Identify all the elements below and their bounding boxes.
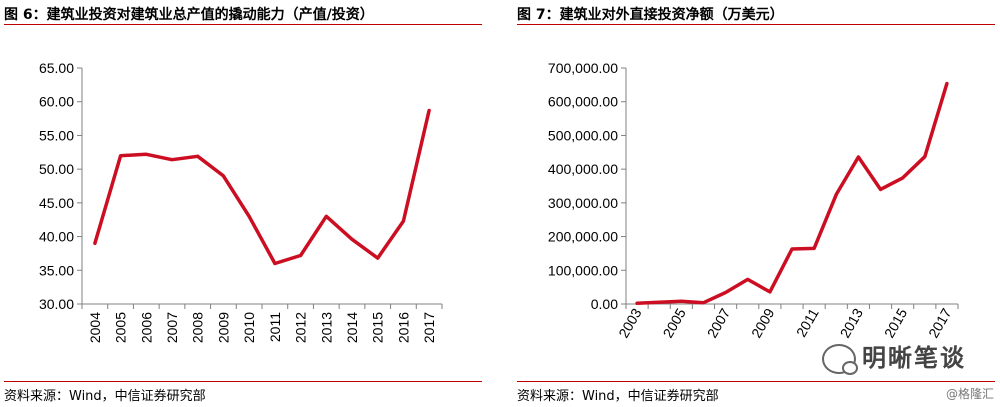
- title-rule-right: [517, 24, 995, 25]
- chart6-data-point: [351, 238, 353, 240]
- chart-7: 0.00 100,000.00 200,000.00 300,000.00 400,00…: [548, 60, 959, 340]
- chart6-x-tick-label: 2017: [421, 312, 437, 343]
- source-rule-right: [517, 381, 995, 382]
- chart7-x-tick-label: 2017: [925, 305, 955, 340]
- chart6-data-point: [94, 242, 96, 244]
- chat-bubble-icon: [822, 344, 858, 375]
- chart6-x-tick-label: 2013: [318, 312, 334, 343]
- chart7-x-tick-label: 2011: [793, 305, 822, 339]
- chart6-x-tick-label: 2008: [190, 312, 206, 343]
- chart7-x-tick-label: 2003: [615, 305, 645, 340]
- chart7-data-point: [924, 156, 926, 158]
- chart7-data-point: [725, 292, 727, 294]
- chart6-y-tick-label: 30.00: [39, 296, 74, 312]
- chart6-x-tick-label: 2005: [113, 312, 129, 343]
- chart6-data-point: [377, 257, 379, 259]
- chart7-y-tick-label: 100,000.00: [548, 262, 618, 278]
- chart6-x-tick-label: 2007: [164, 312, 180, 343]
- chart6-y-tick-label: 50.00: [39, 161, 74, 177]
- chart7-data-point: [658, 301, 660, 303]
- figure-7-source: 资料来源：Wind，中信证券研究部: [517, 389, 719, 404]
- figure-6-title: 图 6：建筑业投资对建筑业总产值的撬动能力（产值/投资）: [4, 7, 374, 23]
- chart7-y-tick-label: 400,000.00: [548, 161, 618, 177]
- chart6-data-point: [171, 159, 173, 161]
- chart6-y-tick-label: 65.00: [39, 60, 74, 76]
- chart7-data-point: [747, 278, 749, 280]
- chart7-x-tick-label: 2005: [659, 305, 689, 340]
- chart6-series-line: [93, 108, 431, 266]
- source-rule-left: [4, 381, 482, 382]
- chart6-data-point: [248, 215, 250, 217]
- chart6-x-tick-label: 2010: [241, 312, 257, 343]
- chart7-data-point: [680, 300, 682, 302]
- chart6-data-point: [145, 153, 147, 155]
- watermark-text: 明晰笔谈: [862, 344, 966, 372]
- chart7-data-point: [702, 302, 704, 304]
- chart7-data-point: [636, 302, 638, 304]
- chart7-y-tick-label: 0.00: [591, 296, 618, 312]
- watermark-logo: 明晰笔谈: [822, 338, 966, 375]
- chart6-x-tick-label: 2014: [344, 312, 360, 343]
- chart7-x-tick-label: 2007: [704, 305, 734, 340]
- chart7-x-tick-label: 2009: [748, 305, 778, 340]
- chart6-data-point: [402, 220, 404, 222]
- chart7-data-point: [902, 177, 904, 179]
- chart7-x-tick-label: 2015: [881, 305, 911, 340]
- chart7-y-tick-label: 300,000.00: [548, 195, 618, 211]
- chart7-data-point: [946, 83, 948, 85]
- chart6-y-tick-label: 35.00: [39, 262, 74, 278]
- title-rule-left: [4, 24, 482, 25]
- chart7-y-tick-label: 700,000.00: [548, 60, 618, 76]
- chart7-data-point: [857, 156, 859, 158]
- chart7-data-point: [835, 193, 837, 195]
- chart6-data-point: [300, 254, 302, 256]
- chart6-x-tick-label: 2011: [267, 312, 283, 342]
- chart6-data-point: [325, 215, 327, 217]
- chart6-data-point: [222, 175, 224, 177]
- chart7-series-line: [635, 81, 949, 306]
- chart6-y-tick-label: 60.00: [39, 94, 74, 110]
- chart6-data-point: [120, 155, 122, 157]
- chart6-y-tick-label: 40.00: [39, 229, 74, 245]
- chart7-y-tick-label: 200,000.00: [548, 229, 618, 245]
- chart7-data-point: [769, 291, 771, 293]
- chart6-x-tick-label: 2012: [293, 312, 309, 343]
- chart6-x-tick-label: 2016: [395, 312, 411, 343]
- figure-7-title: 图 7：建筑业对外直接投资净额（万美元）: [517, 7, 784, 23]
- chart6-data-point: [197, 155, 199, 157]
- chart-6: 30.00 35.00 40.00 45.00 50.00 55.00 60.00 65.00…: [39, 60, 443, 343]
- chart7-data-point: [880, 188, 882, 190]
- chart7-data-point: [813, 247, 815, 249]
- chart6-data-point: [274, 263, 276, 265]
- chart7-y-tick-label: 500,000.00: [548, 127, 618, 143]
- chart6-x-tick-label: 2006: [138, 312, 154, 343]
- chart6-data-point: [428, 109, 430, 111]
- chart6-x-tick-label: 2004: [87, 312, 103, 343]
- corner-tag: @格隆汇: [945, 387, 994, 401]
- chart6-y-tick-label: 45.00: [39, 195, 74, 211]
- chart6-x-tick-label: 2015: [370, 312, 386, 343]
- chart7-x-tick-label: 2013: [837, 305, 867, 340]
- figure-6-source: 资料来源：Wind，中信证券研究部: [4, 389, 206, 404]
- chart6-y-tick-label: 55.00: [39, 127, 74, 143]
- chart7-y-tick-label: 600,000.00: [548, 94, 618, 110]
- chart6-x-tick-label: 2009: [215, 312, 231, 343]
- chart7-data-point: [791, 248, 793, 250]
